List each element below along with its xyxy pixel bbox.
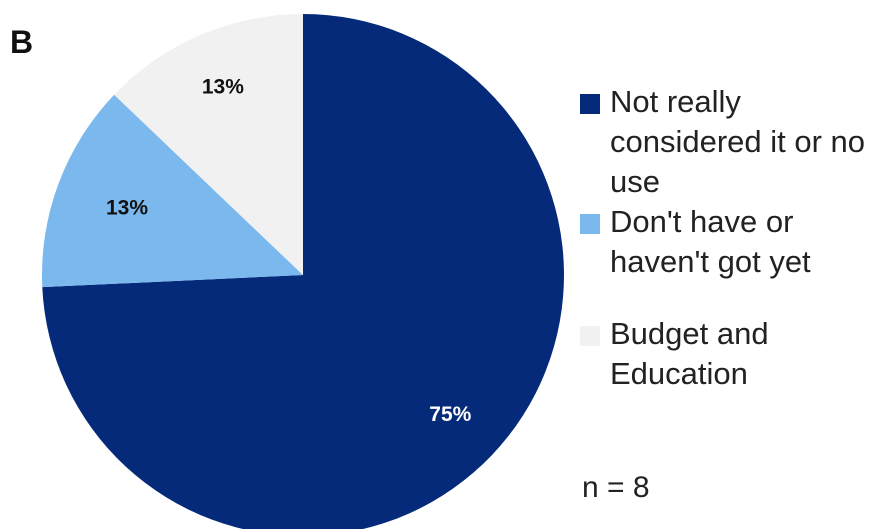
legend-item-budget-education: Budget and Education: [578, 314, 868, 394]
legend: Not really considered it or no use Don't…: [578, 82, 868, 394]
legend-label-dont-have: Don't have or haven't got yet: [610, 204, 811, 279]
pie-slices: [41, 14, 564, 529]
pie-label-not-considered: 75%: [429, 403, 471, 426]
pie-slice-not-considered: [42, 14, 564, 529]
legend-swatch-dont-have: [580, 214, 600, 234]
sample-size-label: n = 8: [582, 471, 650, 504]
pie-slice-budget-education: [114, 14, 303, 275]
pie-slice-dont-have: [41, 94, 303, 288]
legend-swatch-budget-education: [580, 326, 600, 346]
legend-label-not-considered: Not really considered it or no use: [610, 84, 866, 199]
panel-label: B: [10, 24, 34, 60]
pie-labels: 75% 13% 13%: [106, 75, 472, 426]
legend-item-dont-have: Don't have or haven't got yet: [578, 202, 868, 282]
legend-swatch-not-considered: [580, 94, 600, 114]
legend-label-budget-education: Budget and Education: [610, 316, 769, 391]
pie-label-dont-have: 13%: [106, 197, 148, 220]
legend-item-not-considered: Not really considered it or no use: [578, 82, 868, 202]
pie-label-budget-education: 13%: [202, 75, 244, 98]
